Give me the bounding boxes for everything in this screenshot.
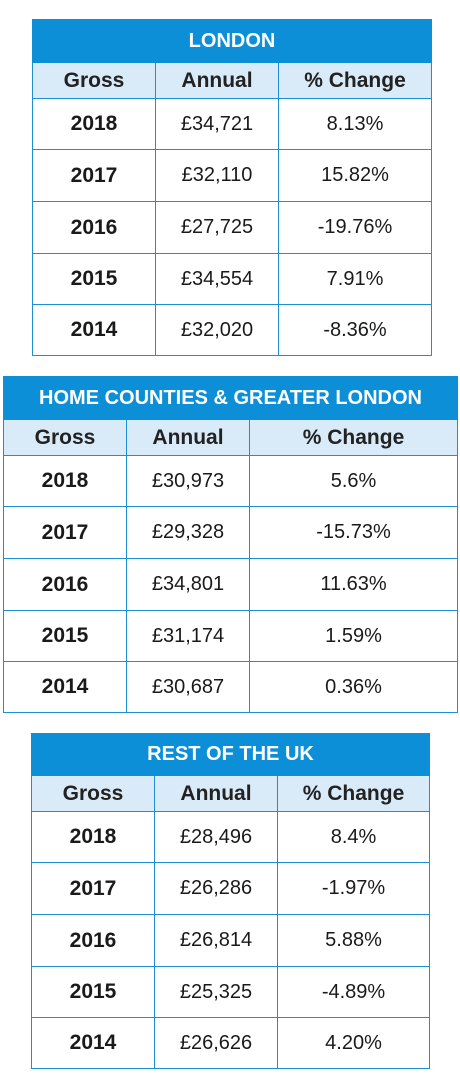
year-cell: 2017 [3,506,127,559]
london-salary-table: LONDON Gross Annual % Change 2018 £34,72… [31,19,433,356]
table-row: 2014 £26,626 4.20% [31,1017,430,1069]
table-row: 2015 £34,554 7.91% [32,253,433,305]
year-cell: 2015 [31,966,155,1018]
year-cell: 2016 [32,201,156,254]
rest-of-uk-salary-table: REST OF THE UK Gross Annual % Change 201… [31,733,430,1069]
change-cell: 0.36% [248,661,459,713]
table-row: 2016 £34,801 11.63% [3,558,459,611]
table-row: 2017 £29,328 -15.73% [3,506,459,559]
table-row: 2014 £30,687 0.36% [3,661,459,713]
year-cell: 2018 [31,811,155,863]
year-cell: 2016 [31,914,155,967]
change-cell: 5.88% [277,914,430,967]
annual-cell: £30,973 [126,455,250,507]
column-header-change: % Change [277,775,430,812]
year-cell: 2018 [32,98,156,150]
column-header-change: % Change [248,419,459,456]
column-header-gross: Gross [3,419,127,456]
column-header-annual: Annual [155,62,279,99]
year-cell: 2015 [32,253,156,305]
annual-cell: £26,626 [154,1017,278,1069]
table-row: 2014 £32,020 -8.36% [32,304,433,356]
annual-cell: £29,328 [126,506,250,559]
table-title: HOME COUNTIES & GREATER LONDON [2,376,459,420]
year-cell: 2014 [31,1017,155,1069]
year-cell: 2016 [3,558,127,611]
change-cell: 11.63% [248,558,459,611]
change-cell: 8.4% [277,811,430,863]
column-header-gross: Gross [32,62,156,99]
year-cell: 2017 [32,149,156,202]
column-header-annual: Annual [126,419,250,456]
change-cell: -19.76% [277,201,433,254]
table-title: LONDON [31,19,433,63]
table-row: 2015 £31,174 1.59% [3,610,459,662]
year-cell: 2017 [31,862,155,915]
annual-cell: £30,687 [126,661,250,713]
annual-cell: £34,801 [126,558,250,611]
change-cell: 7.91% [277,253,433,305]
year-cell: 2015 [3,610,127,662]
change-cell: 15.82% [277,149,433,202]
annual-cell: £26,814 [154,914,278,967]
column-header-annual: Annual [154,775,278,812]
table-row: 2015 £25,325 -4.89% [31,966,430,1018]
annual-cell: £32,020 [155,304,279,356]
table-row: 2017 £26,286 -1.97% [31,862,430,915]
change-cell: 1.59% [248,610,459,662]
column-header-gross: Gross [31,775,155,812]
change-cell: -15.73% [248,506,459,559]
column-header-change: % Change [277,62,433,99]
change-cell: -1.97% [277,862,430,915]
annual-cell: £34,721 [155,98,279,150]
year-cell: 2014 [3,661,127,713]
annual-cell: £26,286 [154,862,278,915]
change-cell: 4.20% [277,1017,430,1069]
annual-cell: £25,325 [154,966,278,1018]
change-cell: 8.13% [277,98,433,150]
year-cell: 2018 [3,455,127,507]
change-cell: 5.6% [248,455,459,507]
annual-cell: £28,496 [154,811,278,863]
table-row: 2016 £26,814 5.88% [31,914,430,967]
table-row: 2017 £32,110 15.82% [32,149,433,202]
annual-cell: £32,110 [155,149,279,202]
annual-cell: £31,174 [126,610,250,662]
table-row: 2018 £34,721 8.13% [32,98,433,150]
table-row: 2018 £30,973 5.6% [3,455,459,507]
table-title: REST OF THE UK [31,733,430,776]
table-row: 2018 £28,496 8.4% [31,811,430,863]
home-counties-salary-table: HOME COUNTIES & GREATER LONDON Gross Ann… [2,376,459,713]
annual-cell: £34,554 [155,253,279,305]
change-cell: -8.36% [277,304,433,356]
annual-cell: £27,725 [155,201,279,254]
table-row: 2016 £27,725 -19.76% [32,201,433,254]
year-cell: 2014 [32,304,156,356]
change-cell: -4.89% [277,966,430,1018]
